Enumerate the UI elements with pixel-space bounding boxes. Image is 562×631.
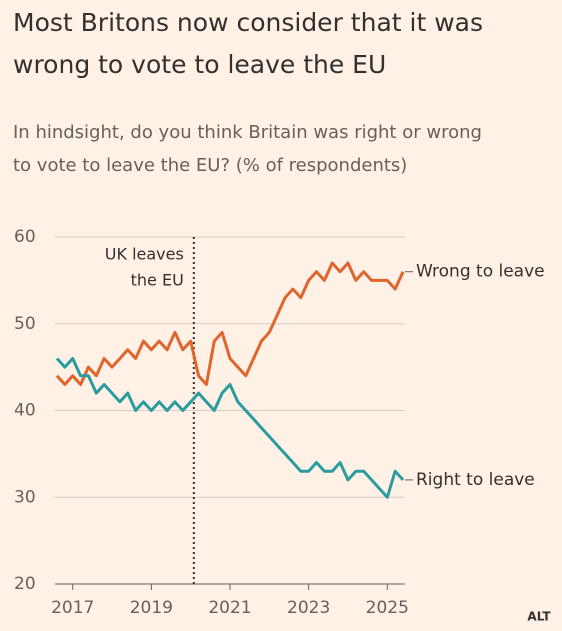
x-tick-label: 2021: [208, 598, 251, 618]
x-tick-label: 2023: [287, 598, 330, 618]
x-tick-label: 2017: [51, 598, 94, 618]
x-tick-label: 2025: [366, 598, 409, 618]
series-line: [55, 261, 405, 386]
series-label: Wrong to leave: [416, 262, 545, 282]
x-tick-label: 2019: [130, 598, 173, 618]
y-tick-label: 60: [14, 227, 36, 247]
chart-title: Most Britons now consider that it was: [13, 8, 483, 37]
annotation: UK leaves: [105, 245, 184, 264]
y-tick-label: 40: [14, 401, 36, 421]
y-tick-label: 20: [14, 574, 36, 594]
series-line: [55, 356, 405, 499]
annotation: the EU: [131, 271, 184, 290]
y-tick-label: 50: [14, 314, 36, 334]
y-tick-label: 30: [14, 487, 36, 507]
series-label: Right to leave: [416, 470, 535, 490]
alt-button-label[interactable]: ALT: [527, 610, 551, 624]
alt-button-bg[interactable]: [520, 606, 558, 628]
chart-subtitle: to vote to leave the EU? (% of responden…: [13, 155, 407, 176]
alt-button[interactable]: ALT: [520, 606, 558, 628]
chart-title: wrong to vote to leave the EU: [13, 50, 386, 79]
chart-subtitle: In hindsight, do you think Britain was r…: [13, 122, 482, 143]
